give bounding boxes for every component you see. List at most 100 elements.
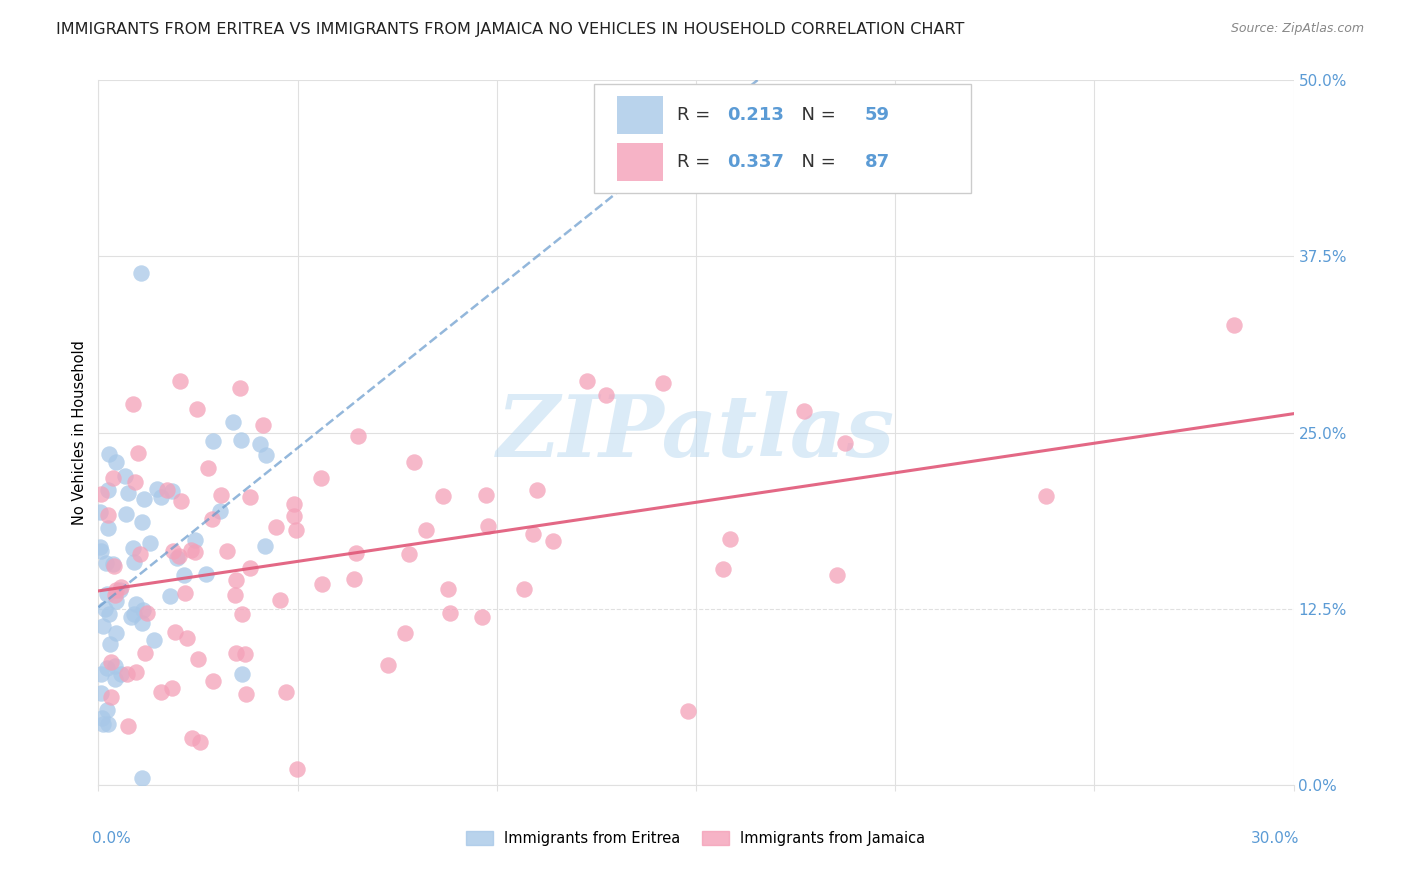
Point [274, 685, 297, 699]
Point [183, 533, 205, 548]
Point [132, 491, 155, 506]
Point [343, 572, 366, 586]
Text: Source: ZipAtlas.com: Source: ZipAtlas.com [1230, 22, 1364, 36]
Point [100, 655, 122, 669]
Point [122, 541, 145, 555]
Point [93, 602, 115, 616]
Point [238, 490, 260, 504]
Text: R =: R = [676, 153, 716, 171]
Point [104, 659, 127, 673]
Point [90, 667, 112, 681]
Point [344, 546, 367, 560]
Point [94, 556, 117, 570]
Point [676, 704, 699, 718]
Point [131, 771, 153, 785]
Point [711, 562, 734, 576]
Point [513, 582, 536, 596]
Point [224, 588, 246, 602]
Point [254, 539, 277, 553]
Point [169, 374, 191, 388]
Text: IMMIGRANTS FROM ERITREA VS IMMIGRANTS FROM JAMAICA NO VEHICLES IN HOUSEHOLD CORR: IMMIGRANTS FROM ERITREA VS IMMIGRANTS FR… [56, 22, 965, 37]
Point [90, 685, 112, 699]
Point [188, 735, 211, 749]
FancyBboxPatch shape [595, 84, 972, 193]
Point [221, 416, 243, 430]
Point [475, 487, 498, 501]
Point [167, 549, 190, 564]
Text: 30.0%: 30.0% [1251, 830, 1299, 846]
Point [201, 512, 224, 526]
Text: 0.0%: 0.0% [93, 830, 131, 846]
Point [122, 397, 145, 411]
Point [103, 471, 125, 485]
Point [90, 487, 112, 501]
Point [97, 508, 120, 522]
Y-axis label: No Vehicles in Household: No Vehicles in Household [72, 340, 87, 525]
Point [146, 482, 169, 496]
Point [114, 468, 136, 483]
Point [229, 381, 252, 395]
Point [652, 376, 675, 390]
Point [150, 685, 173, 699]
Point [202, 434, 225, 448]
Point [231, 607, 253, 621]
Point [187, 652, 209, 666]
Point [197, 461, 219, 475]
Point [215, 544, 238, 558]
Point [127, 446, 149, 460]
Point [184, 544, 207, 558]
Text: N =: N = [790, 106, 842, 124]
Point [209, 488, 232, 502]
Bar [617, 95, 662, 135]
Point [97, 483, 120, 497]
Text: R =: R = [676, 106, 716, 124]
Point [718, 532, 741, 546]
Point [96, 661, 118, 675]
Point [131, 615, 153, 630]
Point [269, 593, 291, 607]
Point [202, 674, 225, 689]
Point [117, 719, 139, 733]
Point [125, 665, 148, 679]
Point [105, 455, 128, 469]
Point [309, 471, 332, 485]
Point [225, 646, 247, 660]
Point [195, 566, 218, 581]
Text: ZIPatlas: ZIPatlas [496, 391, 896, 475]
Point [170, 494, 193, 508]
Point [825, 567, 848, 582]
Point [136, 606, 159, 620]
Point [128, 547, 150, 561]
Point [98, 447, 121, 461]
Point [1223, 318, 1246, 332]
Point [104, 626, 127, 640]
Point [377, 658, 399, 673]
Point [792, 403, 814, 417]
Point [97, 607, 120, 621]
Point [134, 646, 156, 660]
Point [186, 402, 208, 417]
Point [180, 543, 202, 558]
Point [125, 598, 148, 612]
Point [402, 455, 425, 469]
Point [225, 574, 247, 588]
Point [439, 606, 461, 620]
Point [90, 544, 112, 558]
Point [239, 561, 262, 575]
Point [103, 558, 125, 573]
Point [229, 433, 252, 447]
Point [132, 602, 155, 616]
Point [834, 435, 856, 450]
Point [91, 619, 114, 633]
Point [541, 534, 564, 549]
Point [117, 486, 139, 500]
Point [150, 490, 173, 504]
Point [156, 483, 179, 498]
Point [160, 483, 183, 498]
Point [131, 266, 153, 280]
Point [231, 667, 253, 681]
Point [131, 515, 153, 529]
Point [96, 703, 118, 717]
Point [104, 594, 127, 608]
Point [104, 672, 127, 686]
